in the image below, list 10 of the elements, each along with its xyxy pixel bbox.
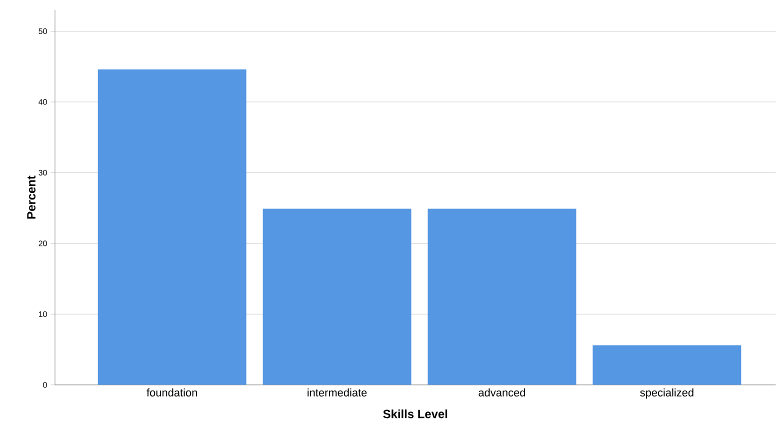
x-axis-title: Skills Level: [383, 410, 448, 418]
x-tick-label: intermediate: [308, 388, 367, 397]
x-tick-label: foundation: [146, 388, 197, 397]
bar: [428, 208, 576, 385]
bar: [98, 69, 246, 385]
bar: [262, 208, 412, 385]
x-tick-label: advanced: [478, 388, 526, 397]
bar: [592, 345, 742, 385]
x-tick-label: specialized: [640, 388, 694, 399]
y-axis-title: Percent: [27, 176, 36, 219]
